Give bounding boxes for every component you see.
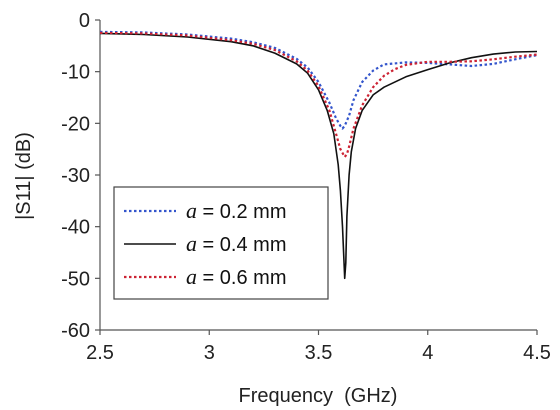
series-layer: [99, 30, 538, 280]
series-line-2: [99, 32, 538, 280]
y-axis-title: |S11| (dB): [13, 132, 35, 220]
y-tick-label: -20: [61, 113, 90, 135]
x-tick-label: 2.5: [86, 342, 114, 364]
series-line-1: [99, 30, 538, 130]
y-tick-label: 0: [79, 10, 90, 32]
y-tick-label: -30: [61, 165, 90, 187]
y-tick-label: -40: [61, 217, 90, 239]
x-tick-label: 3: [204, 342, 215, 364]
legend-label-1: a = 0.2 mm: [186, 198, 286, 223]
x-tick-label: 3.5: [305, 342, 333, 364]
x-axis-title: Frequency (GHz): [239, 385, 398, 407]
x-tick-label: 4.5: [523, 342, 551, 364]
legend-box: [113, 186, 329, 300]
y-tick-label: -10: [61, 62, 90, 84]
series-line-3: [99, 31, 538, 158]
y-tick-label: -60: [61, 320, 90, 342]
legend: a = 0.2 mm a = 0.4 mm a = 0.6 mm: [113, 186, 329, 300]
legend-label-3: a = 0.6 mm: [186, 264, 286, 289]
axes: 0 -10 -20 -30 -40 -50 -602.5 3 3.5 4 4.5: [61, 10, 551, 364]
x-tick-label: 4: [422, 342, 433, 364]
y-tick-label: -50: [61, 268, 90, 290]
legend-label-2: a = 0.4 mm: [186, 231, 286, 256]
